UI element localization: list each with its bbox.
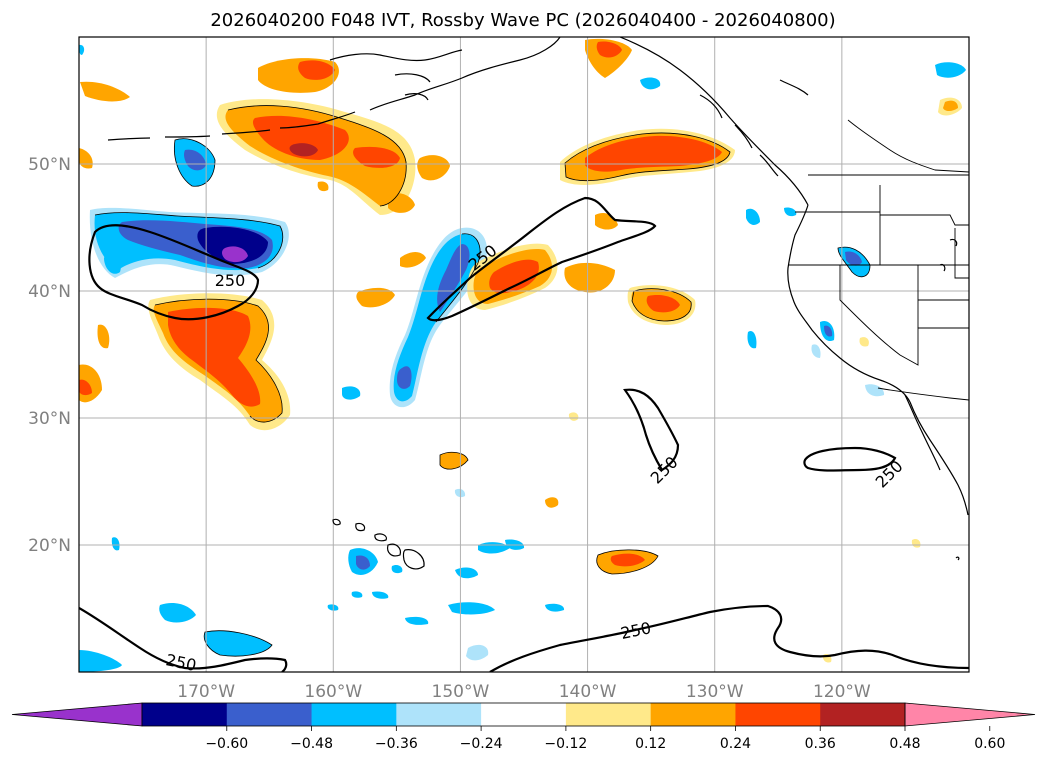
colorbar-tick-label-1: −0.48 (290, 736, 333, 752)
colorbar-segment-1 (226, 703, 313, 726)
lat-tick-label-1: 40°N (28, 282, 71, 302)
colorbar-tick-label-7: 0.36 (805, 736, 836, 752)
colorbar-tick-label-3: −0.24 (460, 736, 503, 752)
colorbar-segment-7 (735, 703, 821, 726)
colorbar-frame (141, 702, 906, 727)
colorbar-segment-4 (481, 703, 567, 726)
lon-tick-label-0: 170°W (177, 682, 235, 702)
contours-250 (79, 196, 969, 672)
colorbar-tick-label-4: −0.12 (544, 736, 587, 752)
map-frame (78, 36, 970, 673)
colorbar-segment-2 (311, 703, 397, 726)
colorbar: −0.60 −0.48 −0.36 −0.24 −0.12 0.12 0.24 0.36 0.4… (11, 702, 1036, 752)
gridlines (79, 37, 969, 672)
colorbar-extend-low (11, 702, 143, 727)
anomaly-outlines (94, 105, 871, 657)
chart-title: 2026040200 F048 IVT, Rossby Wave PC (202… (210, 10, 835, 31)
colorbar-segment-5 (565, 703, 652, 726)
colorbar-tick-label-0: −0.60 (205, 736, 248, 752)
lon-tick-label-2: 150°W (432, 682, 490, 702)
coastlines (107, 37, 969, 570)
lon-tick-label-1: 160°W (304, 682, 362, 702)
longitude-tick-labels: 170°W 160°W 150°W 140°W 130°W 120°W (177, 682, 871, 702)
lat-tick-label-2: 30°N (28, 409, 71, 429)
latitude-tick-labels: 50°N 40°N 30°N 20°N (28, 155, 71, 556)
colorbar-segment-8 (820, 703, 906, 726)
colorbar-segment-0 (142, 703, 228, 726)
anomaly-fills (79, 38, 966, 672)
contour-label-1: 250 (215, 271, 246, 290)
colorbar-extend-high (904, 702, 1036, 727)
colorbar-tick-label-6: 0.24 (720, 736, 751, 752)
colorbar-tick-label-9: 0.60 (974, 736, 1005, 752)
lat-tick-label-3: 20°N (28, 536, 71, 556)
colorbar-segment-6 (650, 703, 736, 726)
colorbar-tick-label-5: 0.12 (635, 736, 666, 752)
colorbar-tick-label-2: −0.36 (375, 736, 418, 752)
lon-tick-label-4: 130°W (686, 682, 744, 702)
colorbar-segment-3 (396, 703, 482, 726)
colorbar-tick-label-8: 0.48 (889, 736, 920, 752)
political-borders (788, 119, 969, 401)
map-area[interactable]: 250 250 250 250 250 250 (78, 36, 970, 675)
lon-tick-label-3: 140°W (559, 682, 617, 702)
lat-tick-label-0: 50°N (28, 155, 71, 175)
lon-tick-label-5: 120°W (813, 682, 871, 702)
